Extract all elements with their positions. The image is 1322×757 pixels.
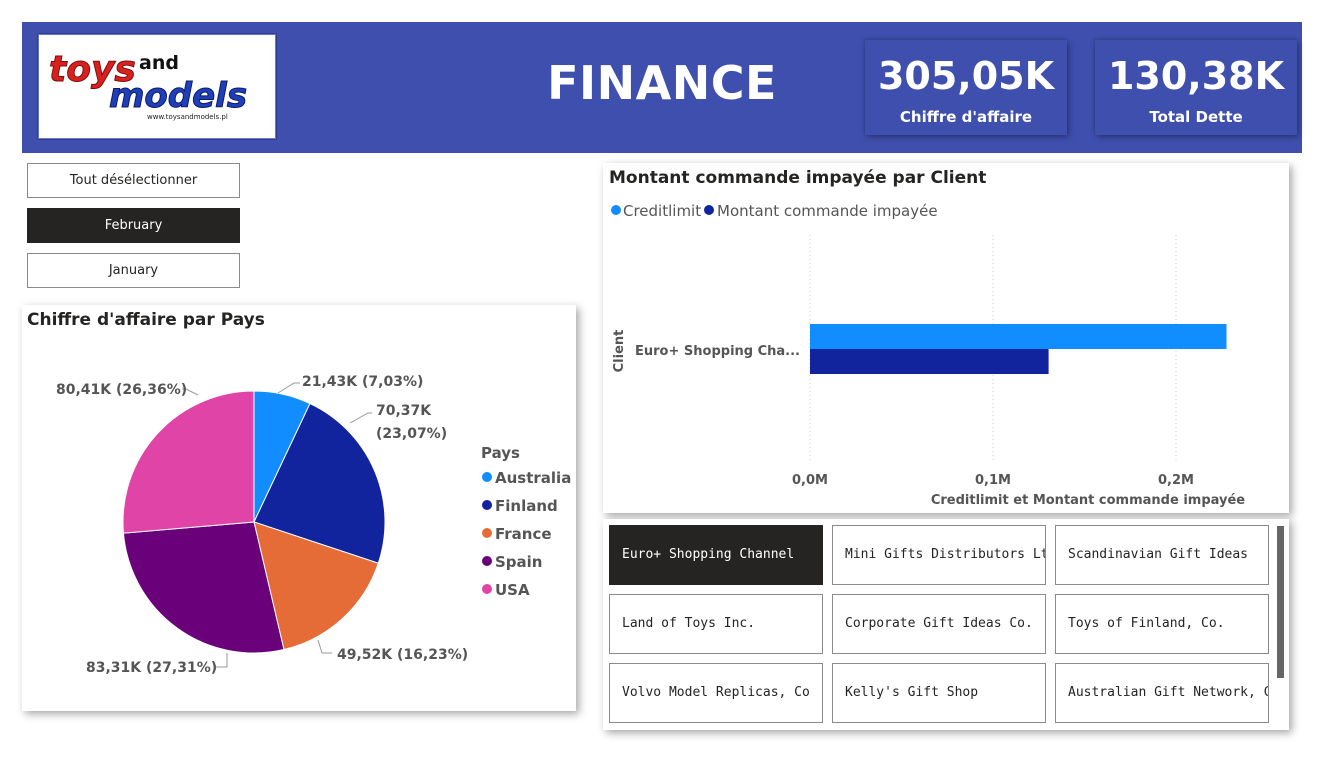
client-button[interactable]: Toys of Finland, Co. [1055, 594, 1269, 654]
pie-slice-spain[interactable] [122, 521, 285, 654]
client-button[interactable]: Land of Toys Inc. [609, 594, 823, 654]
pie-chart: 21,43K (7,03%) 70,37K (23,07%) 49,52K (1… [56, 374, 571, 676]
legend-marker-usa [482, 584, 492, 594]
legend-marker-france [482, 528, 492, 538]
pie-label-finland-pct: (23,07%) [376, 426, 447, 442]
pie-slice-usa[interactable] [122, 390, 255, 534]
legend-marker-spain [482, 556, 492, 566]
y-axis-title: Client [612, 330, 627, 373]
legend-item-australia[interactable]: Australia [495, 469, 571, 487]
pie-chart-card: Chiffre d'affaire par Pays 21,43K (7,03%… [22, 305, 576, 711]
legend-item-france[interactable]: France [495, 525, 552, 543]
x-tick-label: 0,0M [792, 473, 828, 488]
x-tick-label: 0,2M [1158, 473, 1194, 488]
toysandmodels-logo-image: toys and models www.toysandmodels.pl [49, 49, 248, 122]
category-label: Euro+ Shopping Cha... [635, 344, 800, 359]
slicer-button-january[interactable]: January [27, 253, 240, 288]
pie-label-usa: 80,41K (26,36%) [56, 382, 187, 398]
legend-item-montant-impayee[interactable]: Montant commande impayée [717, 202, 938, 220]
kpi-label: Chiffre d'affaire [899, 108, 1033, 126]
client-button[interactable]: Mini Gifts Distributors Ltd. [832, 525, 1046, 585]
svg-text:models: models [109, 76, 247, 116]
x-tick-label: 0,1M [975, 473, 1011, 488]
pie-legend: Australia Finland France Spain USA [482, 469, 571, 599]
slicer-button-february[interactable]: February [27, 208, 240, 243]
client-button[interactable]: Kelly's Gift Shop [832, 663, 1046, 723]
kpi-card-chiffre-affaire: 305,05K Chiffre d'affaire [865, 40, 1067, 135]
pie-legend-title: Pays [481, 444, 520, 462]
client-button[interactable]: Corporate Gift Ideas Co. [832, 594, 1046, 654]
pie-slice-france[interactable] [253, 521, 379, 651]
legend-marker-finland [482, 500, 492, 510]
logo: toys and models www.toysandmodels.pl [38, 34, 276, 139]
leader-line [215, 653, 228, 668]
leader-line [182, 388, 199, 396]
client-slicer-scrollbar[interactable] [1277, 526, 1284, 678]
kpi-value: 130,38K [1107, 54, 1285, 98]
legend-marker-creditlimit [611, 205, 621, 215]
client-button[interactable]: Euro+ Shopping Channel [609, 525, 823, 585]
bar-montant-impayee[interactable] [810, 349, 1049, 374]
bar-creditlimit[interactable] [810, 324, 1227, 349]
legend-item-creditlimit[interactable]: Creditlimit [623, 202, 701, 220]
legend-item-usa[interactable]: USA [495, 581, 530, 599]
legend-item-finland[interactable]: Finland [495, 497, 558, 515]
pie-label-finland: 70,37K [376, 403, 432, 419]
kpi-card-total-dette: 130,38K Total Dette [1095, 40, 1297, 135]
client-button[interactable]: Scandinavian Gift Ideas [1055, 525, 1269, 585]
bar-chart-title: Montant commande impayée par Client [609, 168, 987, 188]
bar-chart-card: Montant commande impayée par Client Cred… [603, 163, 1289, 513]
x-axis-title: Creditlimit et Montant commande impayée [931, 493, 1245, 508]
legend-item-spain[interactable]: Spain [495, 553, 542, 571]
bar-chart: Creditlimit Montant commande impayée 0,0… [611, 202, 1245, 508]
pie-chart-title: Chiffre d'affaire par Pays [27, 310, 265, 330]
pie-label-france: 49,52K (16,23%) [337, 647, 468, 663]
client-button[interactable]: Volvo Model Replicas, Co [609, 663, 823, 723]
leader-line [277, 382, 300, 394]
leader-line [317, 639, 332, 654]
pie-label-australia: 21,43K (7,03%) [302, 374, 423, 390]
pie-slice-finland[interactable] [253, 402, 386, 564]
page-title: FINANCE [547, 56, 777, 110]
svg-text:and: and [139, 52, 179, 74]
svg-text:www.toysandmodels.pl: www.toysandmodels.pl [147, 113, 228, 121]
header-banner: toys and models www.toysandmodels.pl FIN… [22, 22, 1302, 153]
kpi-label: Total Dette [1149, 108, 1243, 126]
svg-text:toys: toys [49, 49, 136, 90]
client-button[interactable]: Australian Gift Network, Co [1055, 663, 1269, 723]
kpi-value: 305,05K [877, 54, 1055, 98]
legend-marker-montant-impayee [704, 205, 714, 215]
pie-label-spain: 83,31K (27,31%) [86, 660, 217, 676]
leader-line [349, 412, 372, 424]
slicer-button-deselect-all[interactable]: Tout désélectionner [27, 163, 240, 198]
legend-marker-australia [482, 472, 492, 482]
